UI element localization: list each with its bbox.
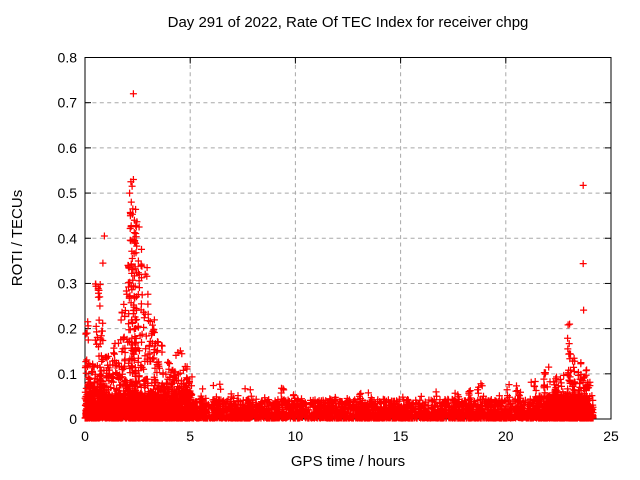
x-tick-label: 5	[186, 428, 194, 444]
y-tick-label: 0.5	[58, 185, 78, 201]
y-tick-label: 0.3	[58, 275, 78, 291]
y-tick-label: 0.2	[58, 321, 78, 337]
x-axis-label: GPS time / hours	[290, 453, 406, 470]
y-tick-label: 0.1	[58, 366, 78, 382]
scatter-points	[81, 90, 597, 422]
y-tick-label: 0.8	[58, 50, 78, 66]
y-tick-label: 0.4	[58, 230, 78, 246]
y-tick-label: 0.6	[58, 140, 78, 156]
x-tick-label: 10	[288, 428, 304, 444]
x-tick-label: 20	[498, 428, 514, 444]
x-tick-label: 15	[393, 428, 409, 444]
y-tick-label: 0.7	[58, 95, 78, 111]
chart-title: Day 291 of 2022, Rate Of TEC Index for r…	[167, 14, 529, 31]
x-tick-label: 0	[81, 428, 89, 444]
x-tick-label: 25	[603, 428, 619, 444]
y-tick-label: 0	[69, 411, 77, 427]
